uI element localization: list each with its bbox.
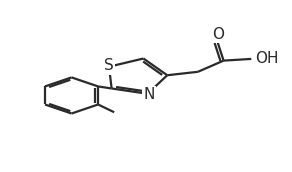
Text: O: O <box>212 27 224 42</box>
Text: OH: OH <box>255 51 279 66</box>
Text: N: N <box>143 87 155 102</box>
Text: S: S <box>104 58 114 73</box>
